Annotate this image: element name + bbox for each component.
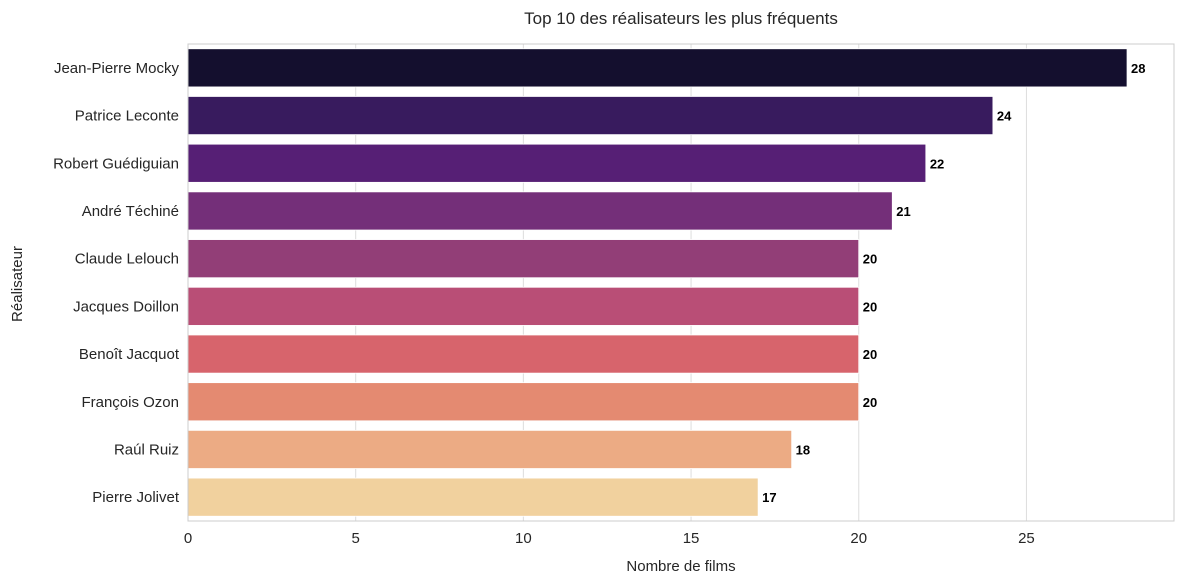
chart-title: Top 10 des réalisateurs les plus fréquen… [524,9,838,28]
x-tick-label: 10 [515,530,532,547]
data-label: 17 [762,490,776,505]
bar [187,48,1128,88]
x-tick-label: 20 [850,530,867,547]
x-tick-labels: 0 5 10 15 20 25 [184,530,1035,547]
y-tick-label: Jean-Pierre Mocky [54,60,180,77]
x-tick-label: 15 [683,530,700,547]
bar [187,143,927,183]
data-labels: 28 24 22 21 20 20 20 20 18 17 [762,61,1145,505]
x-tick-label: 0 [184,530,192,547]
bar [187,239,860,279]
bar [187,334,860,374]
y-tick-label: Pierre Jolivet [92,489,180,506]
bar [187,382,860,422]
data-label: 20 [863,299,877,314]
data-label: 24 [997,109,1012,124]
bar [187,286,860,326]
y-tick-label: Jacques Doillon [73,298,179,315]
x-tick-label: 5 [352,530,360,547]
data-label: 20 [863,395,877,410]
y-tick-label: Patrice Leconte [75,108,179,125]
y-tick-label: André Téchiné [82,203,179,220]
y-tick-label: Robert Guédiguian [53,155,179,172]
x-axis-label: Nombre de films [626,558,735,575]
bar [187,96,994,136]
bar [187,477,759,517]
bar [187,429,793,469]
data-label: 20 [863,252,877,267]
y-tick-labels: Jean-Pierre Mocky Patrice Leconte Robert G… [53,60,180,506]
y-axis-label: Réalisateur [9,246,26,322]
y-tick-label: Claude Lelouch [75,251,179,268]
data-label: 20 [863,347,877,362]
data-label: 18 [796,442,810,457]
plot-frame [187,43,1175,522]
y-tick-label: Benoît Jacquot [79,346,180,363]
bar [187,191,893,231]
data-label: 28 [1131,61,1145,76]
x-tick-label: 25 [1018,530,1035,547]
data-label: 21 [896,204,910,219]
data-label: 22 [930,156,944,171]
y-tick-label: Raúl Ruiz [114,441,179,458]
bars [187,48,1128,517]
y-tick-label: François Ozon [81,394,179,411]
